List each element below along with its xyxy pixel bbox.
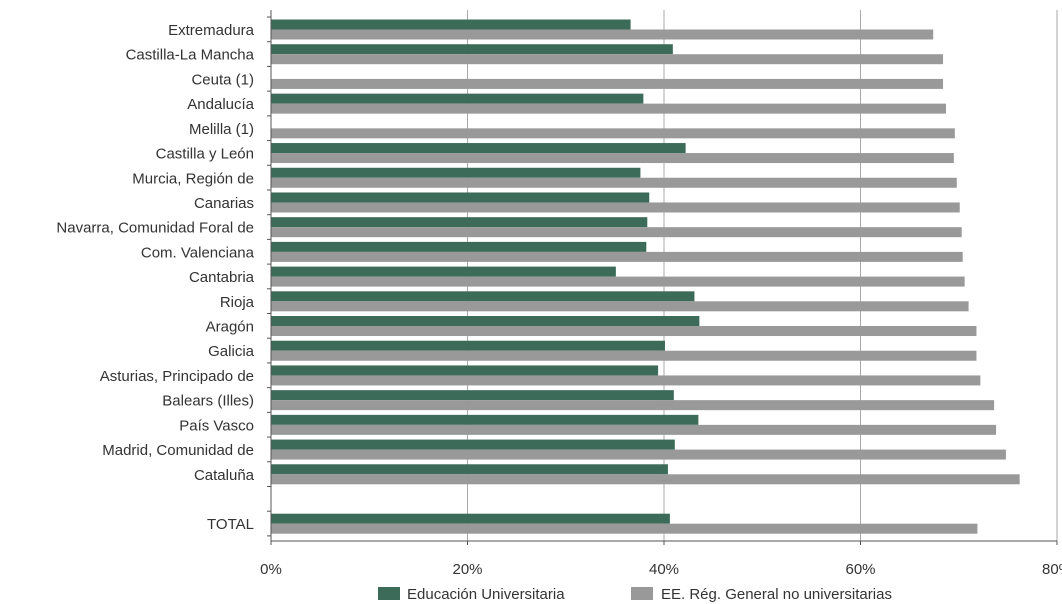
bar-universitaria — [271, 390, 674, 401]
x-tick-labels: 0% 20% 40% 60% 80% — [260, 561, 1062, 578]
bar-no-universitaria — [271, 29, 934, 40]
bar-no-universitaria — [271, 400, 995, 411]
bar-no-universitaria — [271, 128, 955, 139]
bar-no-universitaria — [271, 326, 977, 337]
bar-universitaria — [271, 464, 668, 475]
x-tick-label: 0% — [260, 561, 282, 578]
category-label: Murcia, Región de — [132, 170, 254, 187]
x-tick-label: 40% — [649, 561, 679, 578]
bar-universitaria — [271, 143, 686, 154]
bar-universitaria — [271, 44, 673, 55]
bar-no-universitaria — [271, 474, 1020, 485]
bar-universitaria — [271, 365, 659, 376]
bar-no-universitaria — [271, 153, 954, 164]
category-label: TOTAL — [207, 516, 254, 533]
bar-no-universitaria — [271, 202, 960, 213]
category-label: Castilla y León — [156, 146, 254, 163]
bar-universitaria — [271, 217, 648, 228]
bar-universitaria — [271, 93, 644, 104]
bar-universitaria — [271, 241, 647, 252]
bar-no-universitaria — [271, 177, 957, 188]
bar-no-universitaria — [271, 54, 944, 65]
bar-no-universitaria — [271, 449, 1006, 460]
x-tick-label: 80% — [1042, 561, 1062, 578]
bar-universitaria — [271, 291, 695, 302]
legend: Educación Universitaria EE. Rég. General … — [378, 586, 892, 603]
category-label: Balears (Illes) — [162, 393, 254, 410]
category-label: Cataluña — [194, 467, 255, 484]
category-label: Andalucía — [187, 96, 254, 113]
bar-no-universitaria — [271, 523, 978, 534]
legend-label: EE. Rég. General no universitarias — [661, 586, 892, 603]
category-label: Galicia — [208, 343, 255, 360]
x-tick-label: 20% — [452, 561, 482, 578]
bar-no-universitaria — [271, 350, 977, 361]
bar-no-universitaria — [271, 227, 962, 238]
x-tick-label: 60% — [845, 561, 875, 578]
category-label: Madrid, Comunidad de — [102, 442, 254, 459]
legend-swatch — [378, 587, 400, 600]
legend-swatch — [631, 587, 653, 600]
category-label: País Vasco — [179, 417, 254, 434]
category-label: Melilla (1) — [189, 121, 254, 138]
bar-universitaria — [271, 266, 616, 277]
bars — [271, 19, 1020, 534]
category-labels: Extremadura Castilla-La Mancha Ceuta (1) An… — [56, 22, 254, 533]
bar-universitaria — [271, 19, 631, 30]
bar-no-universitaria — [271, 276, 965, 287]
legend-label: Educación Universitaria — [407, 586, 565, 603]
bar-no-universitaria — [271, 78, 944, 89]
bar-no-universitaria — [271, 251, 963, 262]
category-label: Navarra, Comunidad Foral de — [56, 220, 254, 237]
bar-no-universitaria — [271, 375, 981, 386]
category-label: Ceuta (1) — [191, 71, 254, 88]
bar-universitaria — [271, 192, 650, 203]
bar-universitaria — [271, 340, 665, 351]
category-label: Asturias, Principado de — [100, 368, 254, 385]
bar-universitaria — [271, 439, 675, 450]
category-label: Extremadura — [168, 22, 255, 39]
category-label: Canarias — [194, 195, 254, 212]
bar-no-universitaria — [271, 424, 997, 435]
bar-universitaria — [271, 167, 641, 178]
bar-no-universitaria — [271, 103, 946, 114]
category-label: Aragón — [206, 319, 254, 336]
bar-universitaria — [271, 414, 699, 425]
bar-universitaria — [271, 513, 670, 524]
category-label: Com. Valenciana — [141, 244, 255, 261]
category-label: Castilla-La Mancha — [126, 47, 255, 64]
category-label: Cantabria — [189, 269, 255, 286]
axes — [267, 10, 1058, 545]
category-label: Rioja — [220, 294, 255, 311]
bar-no-universitaria — [271, 301, 969, 312]
bar-universitaria — [271, 316, 700, 327]
